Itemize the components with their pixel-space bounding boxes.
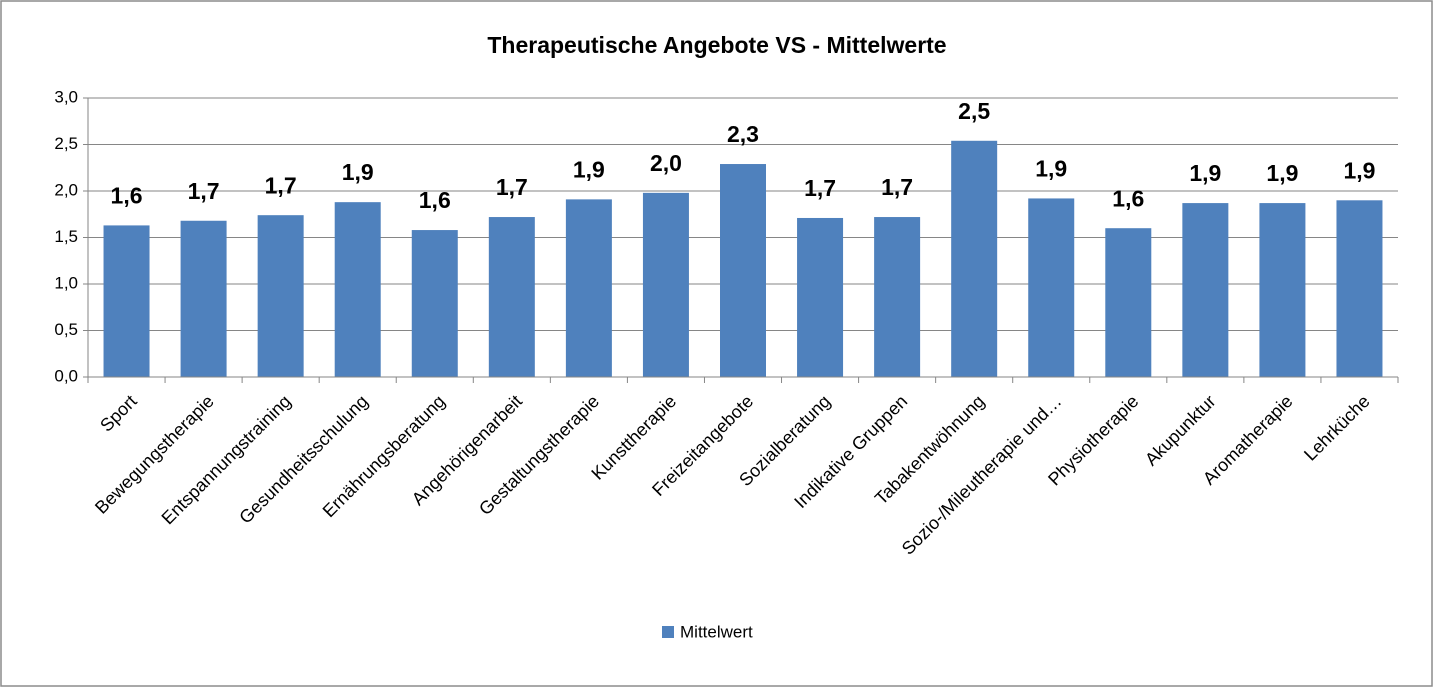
bar [951,140,998,377]
data-label: 1,6 [419,187,451,213]
y-tick-label: 2,5 [54,134,78,153]
y-tick-label: 1,5 [54,227,78,246]
bar [642,192,689,377]
data-label: 1,9 [573,156,605,182]
bar [411,230,458,377]
data-label: 1,6 [111,182,143,208]
bar [874,217,921,377]
data-label: 2,5 [958,98,990,124]
bar [334,202,381,377]
data-label: 1,7 [804,175,836,201]
bar [720,164,766,377]
y-tick-label: 3,0 [54,87,78,106]
data-label: 1,9 [1343,157,1375,183]
bar [180,220,227,377]
bar [1182,203,1229,377]
data-label: 1,9 [342,159,374,185]
bar [257,215,304,377]
y-tick-label: 2,0 [54,180,78,199]
data-label: 1,9 [1035,156,1067,182]
bar [488,217,535,377]
bar [797,217,844,377]
y-tick-label: 0,5 [54,320,78,339]
chart-title: Therapeutische Angebote VS - Mittelwerte [487,32,946,58]
data-label: 1,9 [1266,160,1298,186]
data-label: 1,7 [265,172,297,198]
legend-label: Mittelwert [680,622,753,641]
bar [103,225,150,377]
data-label: 2,3 [727,121,759,147]
data-label: 1,7 [881,174,913,200]
data-label: 1,9 [1189,160,1221,186]
legend-swatch [662,626,674,638]
y-tick-label: 0,0 [54,366,78,385]
bar [1028,198,1075,377]
bar [1336,200,1383,377]
data-label: 1,6 [1112,185,1144,211]
y-tick-label: 1,0 [54,273,78,292]
data-label: 1,7 [188,178,220,204]
bar [1259,203,1306,377]
bar [565,199,612,377]
data-label: 1,7 [496,174,528,200]
data-label: 2,0 [650,150,682,176]
bar [1105,228,1152,377]
